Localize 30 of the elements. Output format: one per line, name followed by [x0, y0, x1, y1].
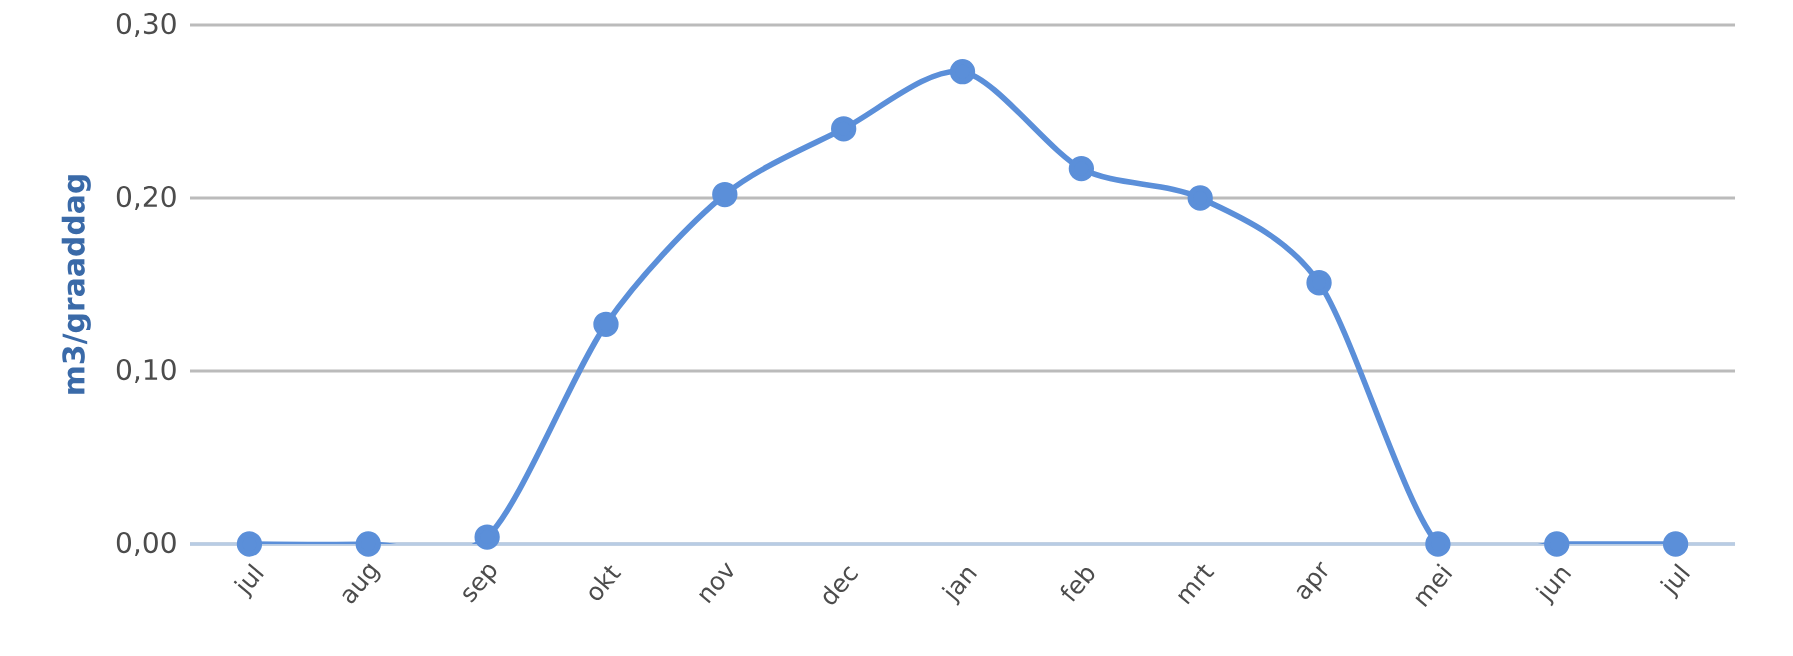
x-tick-label: jan — [941, 568, 977, 606]
x-tick-label: sep — [463, 564, 497, 603]
x-tick-label: jul — [1659, 563, 1690, 600]
x-tick-label: feb — [1060, 568, 1095, 602]
y-tick-label: 0,10 — [116, 358, 176, 384]
x-tick-label: jun — [1535, 568, 1572, 607]
y-tick-label: 0,00 — [116, 531, 176, 557]
point — [831, 116, 857, 142]
point — [712, 181, 738, 208]
point — [1425, 531, 1451, 557]
point — [593, 311, 619, 337]
point — [355, 531, 381, 557]
point — [1544, 531, 1570, 557]
point — [949, 59, 976, 85]
x-tick-label: jul — [233, 563, 264, 600]
x-tick-label: dec — [823, 566, 859, 605]
point — [1068, 155, 1095, 182]
x-tick-label: nov — [698, 562, 734, 604]
point — [1306, 270, 1332, 296]
y-tick-label: 0,30 — [116, 12, 176, 38]
y-axis-title: m3/graaddag — [61, 175, 91, 394]
point — [1187, 185, 1213, 211]
y-tick-label: 0,20 — [116, 185, 176, 211]
point — [1662, 531, 1689, 557]
x-tick-label: mrt — [1177, 564, 1215, 605]
point — [236, 531, 263, 557]
x-tick-label: aug — [342, 563, 381, 604]
x-tick-label: okt — [589, 565, 622, 601]
point — [474, 524, 500, 550]
x-tick-label: apr — [1296, 561, 1328, 600]
